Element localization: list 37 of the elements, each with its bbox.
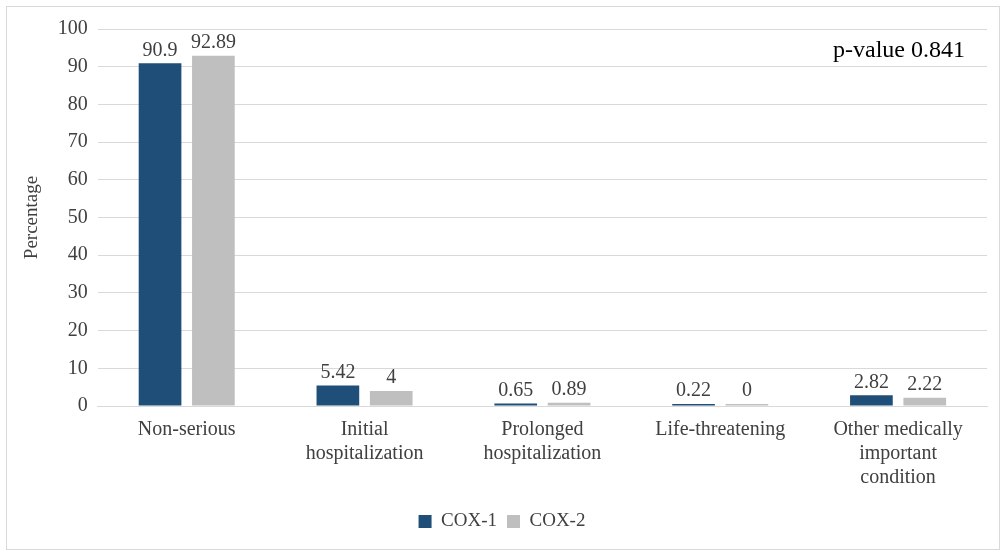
y-tick-label: 50 <box>67 204 88 227</box>
data-label: 2.82 <box>853 369 889 392</box>
data-label: 0 <box>741 378 752 401</box>
data-label: 0.89 <box>551 376 587 399</box>
y-tick-label: 20 <box>67 317 88 340</box>
bar <box>138 63 182 406</box>
x-tick-label: Life-threatening <box>655 417 786 441</box>
y-tick-label: 100 <box>57 16 88 39</box>
bar <box>903 397 947 406</box>
data-label: 90.9 <box>142 37 178 60</box>
data-label: 4 <box>386 365 397 388</box>
legend-label: COX-2 <box>529 509 586 531</box>
x-tick-label: Prolonged hospitalization <box>483 417 602 465</box>
y-tick-label: 40 <box>67 242 88 265</box>
bar <box>369 390 413 406</box>
data-label: 5.42 <box>320 359 356 382</box>
bar <box>547 402 591 406</box>
bar <box>316 385 360 406</box>
bar <box>192 55 235 406</box>
bar <box>850 395 893 406</box>
y-tick-label: 80 <box>67 91 88 114</box>
data-label: 0.22 <box>676 378 712 401</box>
legend-label: COX-1 <box>441 509 498 531</box>
data-label: 0.65 <box>498 377 534 400</box>
data-label: 92.89 <box>190 30 236 53</box>
y-tick-label: 10 <box>67 355 88 378</box>
annotation: p-value 0.841 <box>833 36 965 63</box>
y-tick-label: 60 <box>67 167 88 190</box>
y-tick-label: 0 <box>77 393 88 416</box>
y-axis-title: Percentage <box>20 175 42 260</box>
y-tick-label: 90 <box>67 53 88 76</box>
data-label: 2.22 <box>907 371 943 394</box>
y-tick-label: 30 <box>67 280 88 303</box>
x-tick-label: Non-serious <box>137 417 236 440</box>
y-tick-label: 70 <box>67 129 88 152</box>
x-tick-label: Other medically important condition <box>833 417 963 488</box>
x-tick-label: Initial hospitalization <box>305 417 424 465</box>
